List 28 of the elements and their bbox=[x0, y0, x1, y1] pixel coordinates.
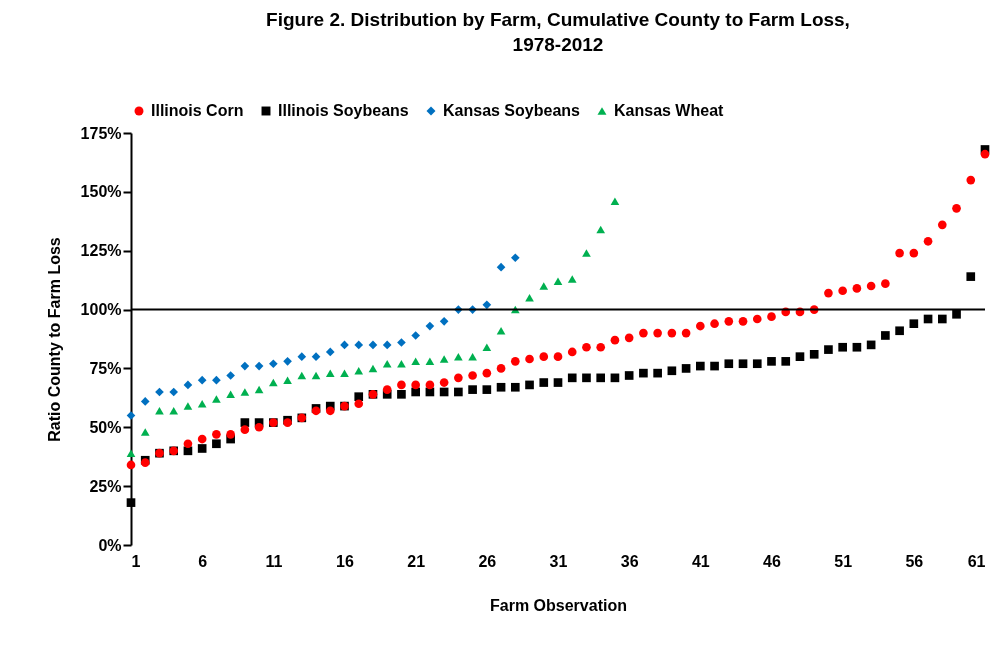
x-tick-label: 11 bbox=[265, 552, 283, 570]
x-tick-label: 6 bbox=[198, 552, 208, 570]
y-tick-label: 0% bbox=[98, 536, 122, 554]
x-tick-label: 51 bbox=[834, 552, 853, 570]
x-tick-label: 46 bbox=[763, 552, 781, 570]
y-axis-title: Ratio County to Farm Loss bbox=[45, 237, 63, 442]
y-tick-label: 100% bbox=[80, 301, 122, 319]
y-tick-label: 175% bbox=[80, 124, 122, 142]
x-tick-label: 56 bbox=[905, 552, 924, 570]
legend-label: Illinois Corn bbox=[151, 102, 244, 119]
chart-title: Figure 2. Distribution by Farm, Cumulative County to Farm Loss, 1978-2012 bbox=[266, 9, 850, 55]
legend-label: Kansas Soybeans bbox=[443, 102, 581, 119]
legend-label: Illinois Soybeans bbox=[278, 102, 409, 119]
y-tick-label: 50% bbox=[89, 418, 122, 436]
x-tick-label: 21 bbox=[407, 552, 426, 570]
x-tick-label: 61 bbox=[967, 552, 986, 570]
legend-label: Kansas Wheat bbox=[614, 102, 725, 119]
x-tick-label: 26 bbox=[478, 552, 497, 570]
x-tick-label: 41 bbox=[691, 552, 710, 570]
y-tick-label: 75% bbox=[89, 359, 122, 377]
x-axis-title: Farm Observation bbox=[490, 596, 627, 614]
x-tick-label: 31 bbox=[549, 552, 568, 570]
y-tick-label: 25% bbox=[89, 477, 122, 495]
x-tick-label: 36 bbox=[620, 552, 639, 570]
x-tick-label: 1 bbox=[131, 552, 141, 570]
x-tick-label: 16 bbox=[336, 552, 354, 570]
y-tick-label: 150% bbox=[80, 183, 122, 201]
y-tick-label: 125% bbox=[80, 242, 122, 260]
